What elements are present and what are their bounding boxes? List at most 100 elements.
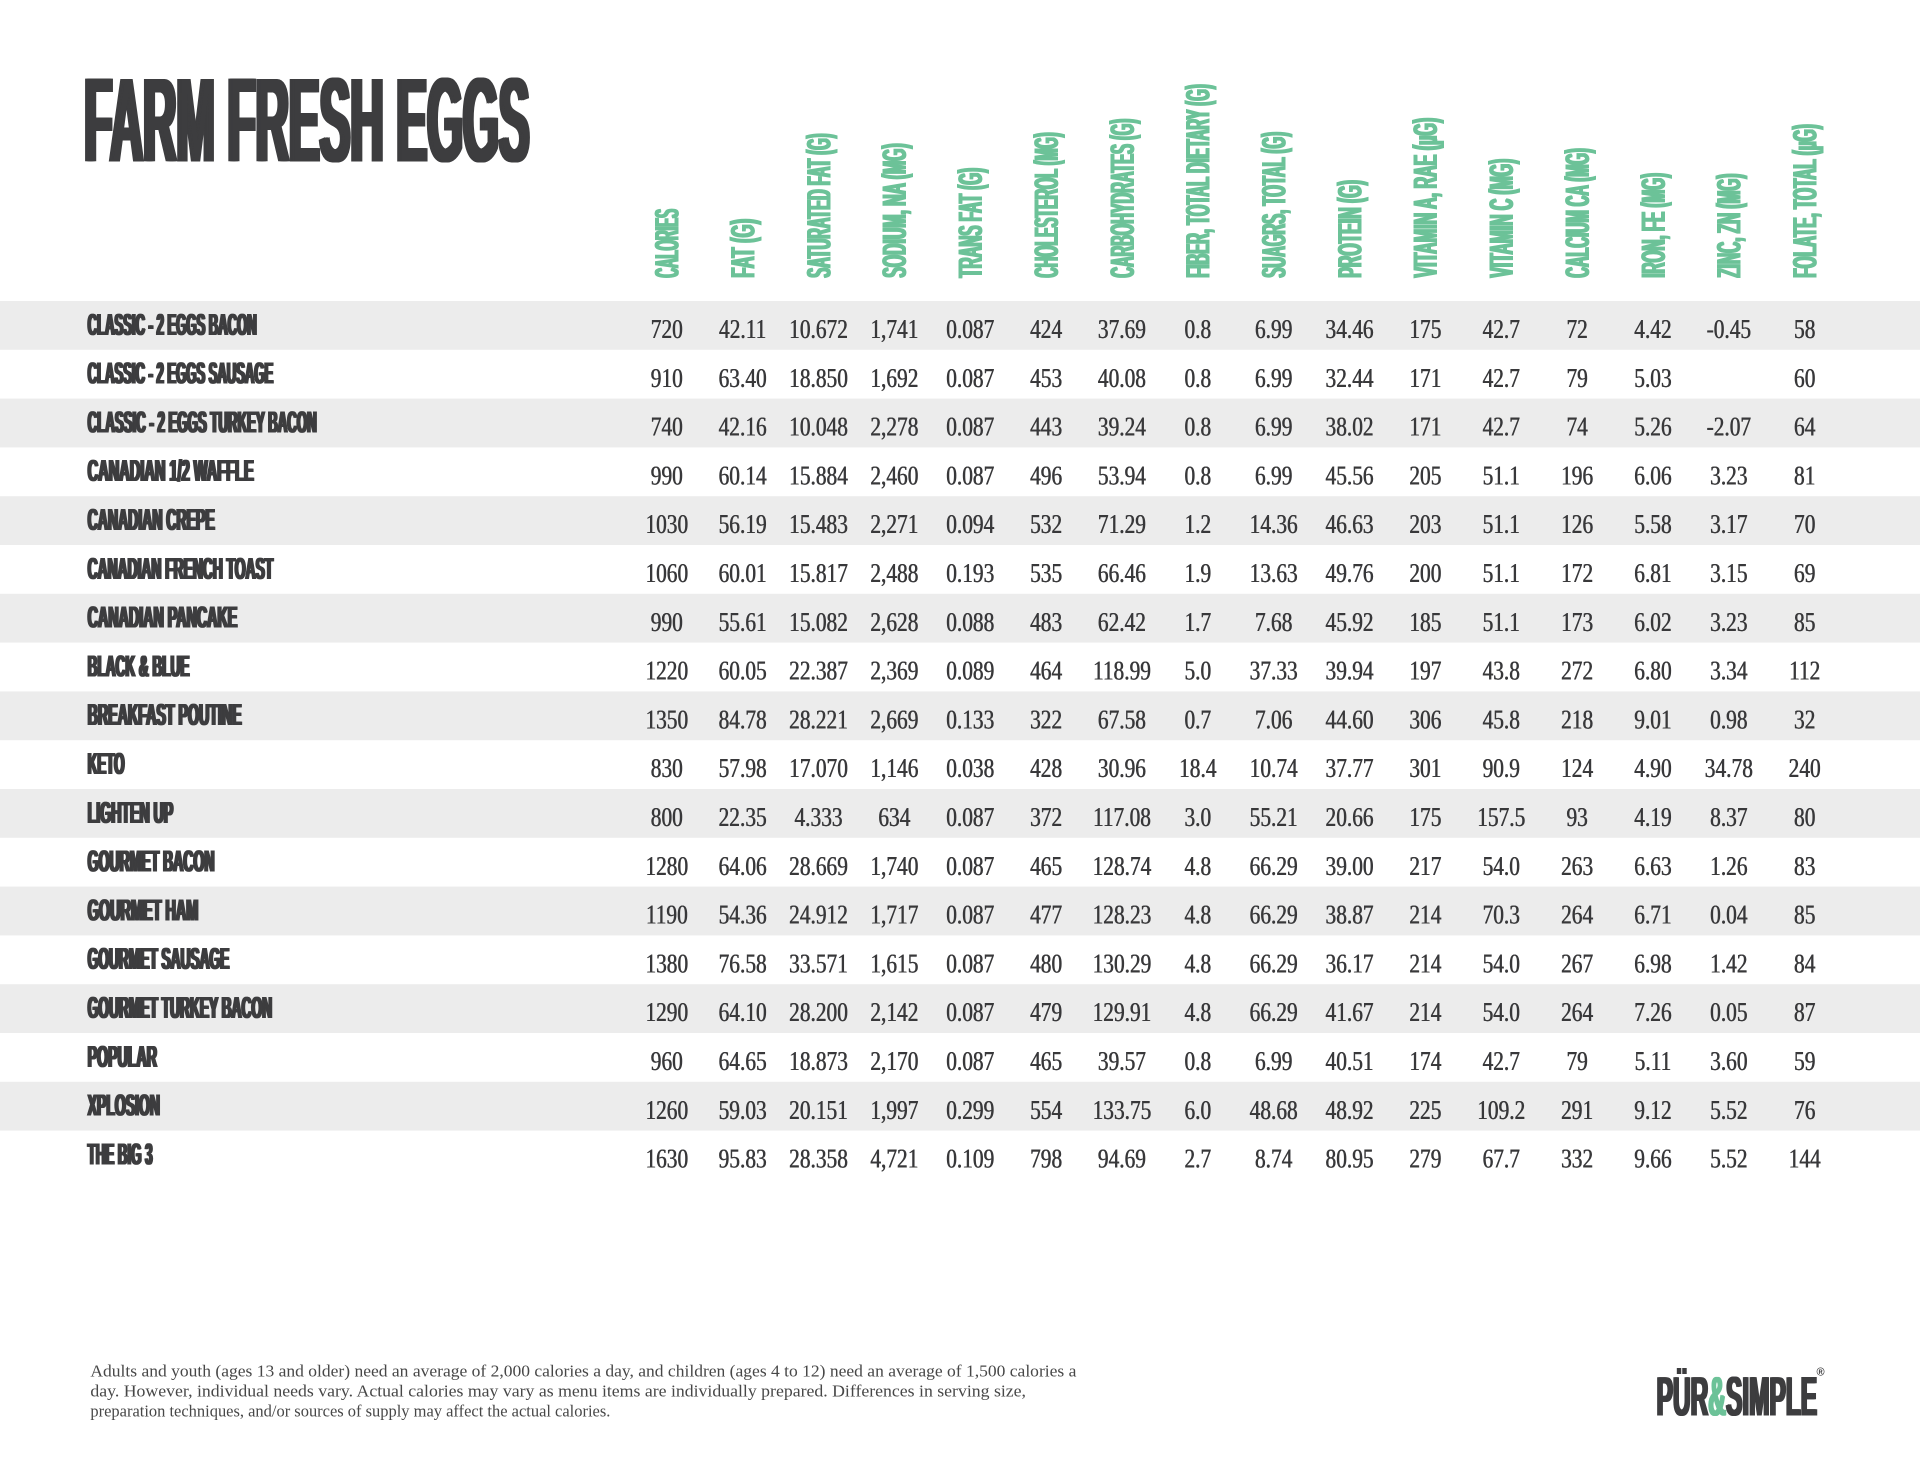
svg-text:322: 322 [1030, 705, 1062, 735]
svg-text:VITAMIN C (MG): VITAMIN C (MG) [1483, 159, 1521, 278]
svg-text:39.00: 39.00 [1326, 851, 1374, 881]
svg-text:7.06: 7.06 [1255, 705, 1292, 735]
svg-text:203: 203 [1409, 510, 1441, 540]
svg-text:GOURMET SAUSAGE: GOURMET SAUSAGE [87, 943, 229, 976]
svg-text:464: 464 [1030, 656, 1062, 686]
svg-text:6.71: 6.71 [1634, 900, 1671, 930]
svg-text:372: 372 [1030, 803, 1062, 833]
svg-text:24.912: 24.912 [789, 900, 848, 930]
svg-text:CHOLESTEROL (MG): CHOLESTEROL (MG) [1028, 133, 1066, 278]
svg-text:1,740: 1,740 [870, 851, 918, 881]
svg-text:2,142: 2,142 [871, 998, 919, 1028]
svg-text:800: 800 [651, 803, 683, 833]
svg-text:51.1: 51.1 [1482, 461, 1519, 491]
svg-text:PROTEIN (G): PROTEIN (G) [1331, 181, 1369, 279]
svg-text:FAT (G): FAT (G) [724, 218, 762, 277]
svg-text:9.01: 9.01 [1634, 705, 1671, 735]
svg-text:42.16: 42.16 [718, 412, 766, 442]
svg-text:196: 196 [1561, 461, 1593, 491]
svg-text:10.74: 10.74 [1250, 754, 1298, 784]
svg-text:264: 264 [1561, 998, 1593, 1028]
svg-text:CLASSIC - 2 EGGS BACON: CLASSIC - 2 EGGS BACON [89, 309, 258, 342]
svg-text:1.42: 1.42 [1710, 949, 1747, 979]
svg-text:306: 306 [1409, 705, 1441, 735]
svg-text:1,615: 1,615 [870, 949, 918, 979]
svg-text:133.75: 133.75 [1093, 1095, 1152, 1125]
svg-text:5.52: 5.52 [1710, 1095, 1747, 1125]
svg-text:6.98: 6.98 [1634, 949, 1671, 979]
svg-text:BREAKFAST POUTINE: BREAKFAST POUTINE [87, 699, 241, 732]
svg-text:40.08: 40.08 [1098, 363, 1146, 393]
svg-text:7.68: 7.68 [1255, 607, 1292, 637]
svg-text:BREAKFAST POUTINE: BREAKFAST POUTINE [87, 699, 241, 732]
svg-text:PROTEIN (G): PROTEIN (G) [1331, 180, 1369, 278]
svg-text:42.7: 42.7 [1482, 1047, 1519, 1077]
svg-text:39.94: 39.94 [1326, 656, 1374, 686]
svg-text:KETO: KETO [87, 748, 124, 781]
svg-text:0.038: 0.038 [946, 754, 994, 784]
svg-text:1.2: 1.2 [1184, 510, 1211, 540]
svg-text:56.19: 56.19 [718, 510, 766, 540]
svg-text:SATURATED FAT (G): SATURATED FAT (G) [800, 134, 838, 278]
svg-text:93: 93 [1566, 803, 1587, 833]
svg-text:428: 428 [1030, 754, 1062, 784]
svg-text:Adults and youth (ages 13 and: Adults and youth (ages 13 and older) nee… [90, 1361, 1077, 1380]
svg-text:CANADIAN PANCAKE: CANADIAN PANCAKE [87, 602, 237, 635]
svg-text:45.92: 45.92 [1326, 607, 1374, 637]
svg-text:1.42: 1.42 [1710, 949, 1747, 979]
svg-text:129.91: 129.91 [1093, 998, 1152, 1028]
svg-text:0.088: 0.088 [946, 607, 994, 637]
svg-text:306: 306 [1410, 705, 1442, 735]
svg-text:3.15: 3.15 [1710, 559, 1747, 589]
svg-text:225: 225 [1410, 1095, 1442, 1125]
svg-text:6.99: 6.99 [1255, 363, 1292, 393]
svg-text:144: 144 [1789, 1144, 1821, 1174]
svg-text:3.60: 3.60 [1710, 1047, 1747, 1077]
svg-text:SUAGRS, TOTAL (G): SUAGRS, TOTAL (G) [1255, 132, 1293, 278]
svg-text:39.57: 39.57 [1098, 1047, 1146, 1077]
svg-text:0.087: 0.087 [946, 461, 994, 491]
svg-text:272: 272 [1561, 656, 1593, 686]
svg-text:CANADIAN CREPE: CANADIAN CREPE [87, 504, 214, 537]
svg-text:CLASSIC - 2 EGGS BACON: CLASSIC - 2 EGGS BACON [87, 309, 256, 342]
svg-text:1.26: 1.26 [1710, 851, 1747, 881]
svg-text:720: 720 [651, 315, 683, 345]
svg-text:6.99: 6.99 [1255, 1047, 1292, 1077]
svg-text:4.8: 4.8 [1184, 998, 1211, 1028]
svg-text:63.40: 63.40 [718, 363, 766, 393]
svg-text:BLACK & BLUE: BLACK & BLUE [89, 650, 191, 683]
svg-text:37.77: 37.77 [1326, 754, 1374, 784]
svg-text:BREAKFAST POUTINE: BREAKFAST POUTINE [89, 699, 243, 732]
svg-text:PROTEIN (G): PROTEIN (G) [1331, 180, 1369, 277]
svg-text:49.76: 49.76 [1325, 559, 1373, 589]
svg-text:CANADIAN PANCAKE: CANADIAN PANCAKE [88, 602, 238, 635]
svg-text:175: 175 [1410, 803, 1442, 833]
svg-text:CALORIES: CALORIES [649, 209, 687, 278]
svg-text:10.048: 10.048 [789, 412, 848, 442]
svg-text:28.221: 28.221 [789, 705, 848, 735]
svg-text:10.672: 10.672 [789, 315, 848, 345]
svg-text:67.58: 67.58 [1098, 705, 1146, 735]
svg-text:28.669: 28.669 [789, 851, 848, 881]
svg-text:4,721: 4,721 [871, 1144, 919, 1174]
svg-text:67.7: 67.7 [1483, 1144, 1520, 1174]
svg-text:66.29: 66.29 [1250, 900, 1298, 930]
svg-text:45.56: 45.56 [1325, 461, 1373, 491]
svg-text:64.65: 64.65 [719, 1047, 767, 1077]
svg-text:39.94: 39.94 [1325, 656, 1373, 686]
svg-text:535: 535 [1030, 559, 1062, 589]
svg-text:CANADIAN FRENCH TOAST: CANADIAN FRENCH TOAST [87, 553, 273, 586]
svg-text:7.68: 7.68 [1255, 607, 1292, 637]
svg-text:18.873: 18.873 [789, 1047, 848, 1077]
svg-text:173: 173 [1561, 607, 1593, 637]
svg-text:CANADIAN 1/2 WAFFLE: CANADIAN 1/2 WAFFLE [88, 455, 254, 488]
svg-text:240: 240 [1789, 754, 1821, 784]
svg-text:VITAMIN A, RAE (µG): VITAMIN A, RAE (µG) [1407, 117, 1445, 277]
svg-text:42.7: 42.7 [1482, 363, 1519, 393]
svg-text:6.02: 6.02 [1635, 607, 1672, 637]
svg-text:SODIUM, NA (MG): SODIUM, NA (MG) [876, 144, 914, 278]
svg-text:0.8: 0.8 [1184, 363, 1211, 393]
svg-text:CANADIAN 1/2 WAFFLE: CANADIAN 1/2 WAFFLE [89, 455, 255, 488]
svg-text:58: 58 [1794, 315, 1815, 345]
svg-text:4.333: 4.333 [795, 803, 843, 833]
